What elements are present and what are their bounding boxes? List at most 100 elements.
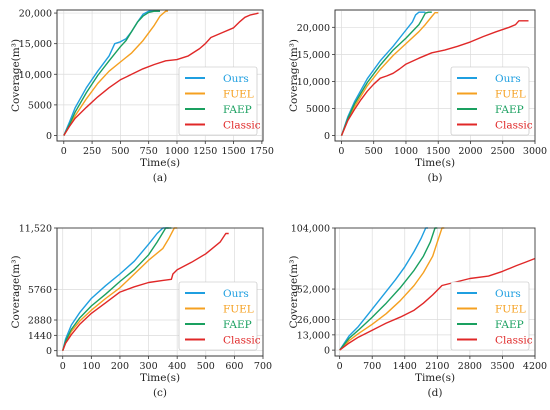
legend-label-fuel: FUEL [495, 89, 526, 101]
y-tick-label: 11,520 [19, 224, 52, 235]
y-tick-label: 0 [324, 131, 330, 142]
chart-panel-c: 0 1440 2880 5760 11,520 0 100 200 300 400 500 600 70… [10, 224, 272, 400]
plot-border [334, 227, 536, 357]
x-tick-label: 1750 [250, 146, 274, 157]
x-tick-label: 750 [140, 146, 158, 157]
chart-panel-a: 0 5000 10,000 15,000 20,000 0 250 500 750 1000 125… [10, 9, 274, 184]
legend-label-fuel: FUEL [495, 304, 526, 316]
plot-border [56, 227, 264, 357]
x-tick-label: 0 [338, 146, 344, 157]
legend-label-fuel: FUEL [223, 304, 254, 316]
x-tick-label: 2100 [425, 361, 449, 372]
x-tick-label: 1500 [221, 146, 245, 157]
legend-box [178, 66, 258, 136]
x-tick-label: 200 [111, 361, 129, 372]
panel-caption: (d) [428, 387, 443, 399]
plot-border [56, 9, 264, 142]
x-axis-label: Time(s) [415, 372, 455, 384]
legend-box [450, 281, 530, 351]
y-axis-label: Coverage(m³) [288, 39, 300, 112]
chart-panel-d: 0 13,000 26,000 52,000 104,000 0 700 1400 2100 28… [288, 224, 547, 400]
x-tick-label: 700 [363, 361, 381, 372]
x-tick-label: 0 [61, 146, 67, 157]
y-tick-label: 52,000 [297, 285, 330, 296]
legend-label-ours: Ours [495, 288, 521, 300]
legend-label-classic: Classic [495, 120, 533, 132]
series-line-faep [62, 227, 172, 351]
x-tick-label: 1500 [426, 146, 450, 157]
legend-label-faep: FAEP [495, 319, 524, 331]
series-line-fuel [340, 11, 439, 136]
x-tick-label: 500 [197, 361, 215, 372]
series-line-classic [340, 20, 529, 136]
x-tick-label: 500 [365, 146, 383, 157]
x-tick-label: 600 [225, 361, 243, 372]
x-axis-label: Time(s) [415, 157, 455, 169]
panel-caption: (a) [153, 172, 167, 184]
legend-label-faep: FAEP [223, 319, 252, 331]
panel-caption: (c) [153, 387, 167, 399]
y-tick-label: 2880 [28, 316, 52, 327]
legend-box [178, 281, 258, 351]
x-axis-label: Time(s) [140, 157, 180, 169]
y-tick-label: 104,000 [291, 224, 330, 235]
series-line-fuel [62, 227, 178, 351]
chart-panel-b: 0 5000 10,000 15,000 20,000 0 500 1000 1500 2000 2… [288, 9, 547, 184]
x-tick-label: 3500 [490, 361, 514, 372]
series-line-ours [62, 227, 169, 351]
x-tick-label: 1400 [393, 361, 417, 372]
legend: Ours FUEL FAEP Classic [450, 281, 533, 351]
series-line-classic [339, 257, 536, 351]
y-tick-label: 15,000 [19, 39, 52, 50]
y-axis-label: Coverage(m³) [288, 255, 300, 328]
x-tick-label: 4200 [523, 361, 547, 372]
x-tick-label: 2500 [491, 146, 515, 157]
plot-border [334, 9, 536, 142]
y-tick-label: 1440 [28, 331, 52, 342]
y-tick-label: 0 [324, 346, 330, 357]
x-tick-label: 1000 [165, 146, 189, 157]
x-tick-label: 300 [139, 361, 157, 372]
x-tick-label: 700 [254, 361, 272, 372]
x-tick-label: 3000 [523, 146, 547, 157]
legend-label-classic: Classic [223, 120, 261, 132]
x-axis-label: Time(s) [140, 372, 180, 384]
series-line-faep [63, 10, 160, 136]
series-line-classic [63, 12, 259, 136]
series-line-ours [63, 10, 160, 136]
y-axis-label: Coverage(m³) [10, 255, 22, 328]
series-line-ours [340, 11, 426, 136]
legend-label-classic: Classic [495, 335, 533, 347]
x-tick-label: 0 [60, 361, 66, 372]
panel-caption: (b) [428, 172, 443, 184]
y-tick-label: 20,000 [19, 9, 52, 20]
legend: Ours FUEL FAEP Classic [178, 281, 261, 351]
x-tick-label: 0 [337, 361, 343, 372]
y-tick-label: 0 [46, 346, 52, 357]
x-tick-label: 2000 [458, 146, 482, 157]
legend: Ours FUEL FAEP Classic [450, 66, 533, 136]
legend-label-ours: Ours [223, 288, 249, 300]
y-tick-label: 5760 [28, 285, 52, 296]
legend: Ours FUEL FAEP Classic [178, 66, 261, 136]
legend-label-classic: Classic [223, 335, 261, 347]
y-tick-label: 15,000 [297, 50, 330, 61]
y-tick-label: 20,000 [297, 23, 330, 34]
series-line-fuel [339, 227, 445, 351]
series-line-faep [340, 11, 432, 136]
legend-label-faep: FAEP [223, 104, 252, 116]
x-tick-label: 2800 [458, 361, 482, 372]
y-axis-label: Coverage(m³) [10, 39, 22, 112]
legend-label-faep: FAEP [495, 104, 524, 116]
legend-label-fuel: FUEL [223, 89, 254, 101]
series-line-classic [62, 232, 229, 351]
y-tick-label: 26,000 [297, 315, 330, 326]
y-tick-label: 10,000 [19, 70, 52, 81]
series-line-ours [339, 227, 428, 351]
x-tick-label: 500 [111, 146, 129, 157]
y-tick-label: 5000 [306, 104, 330, 115]
y-tick-label: 10,000 [297, 77, 330, 88]
y-tick-label: 0 [46, 131, 52, 142]
